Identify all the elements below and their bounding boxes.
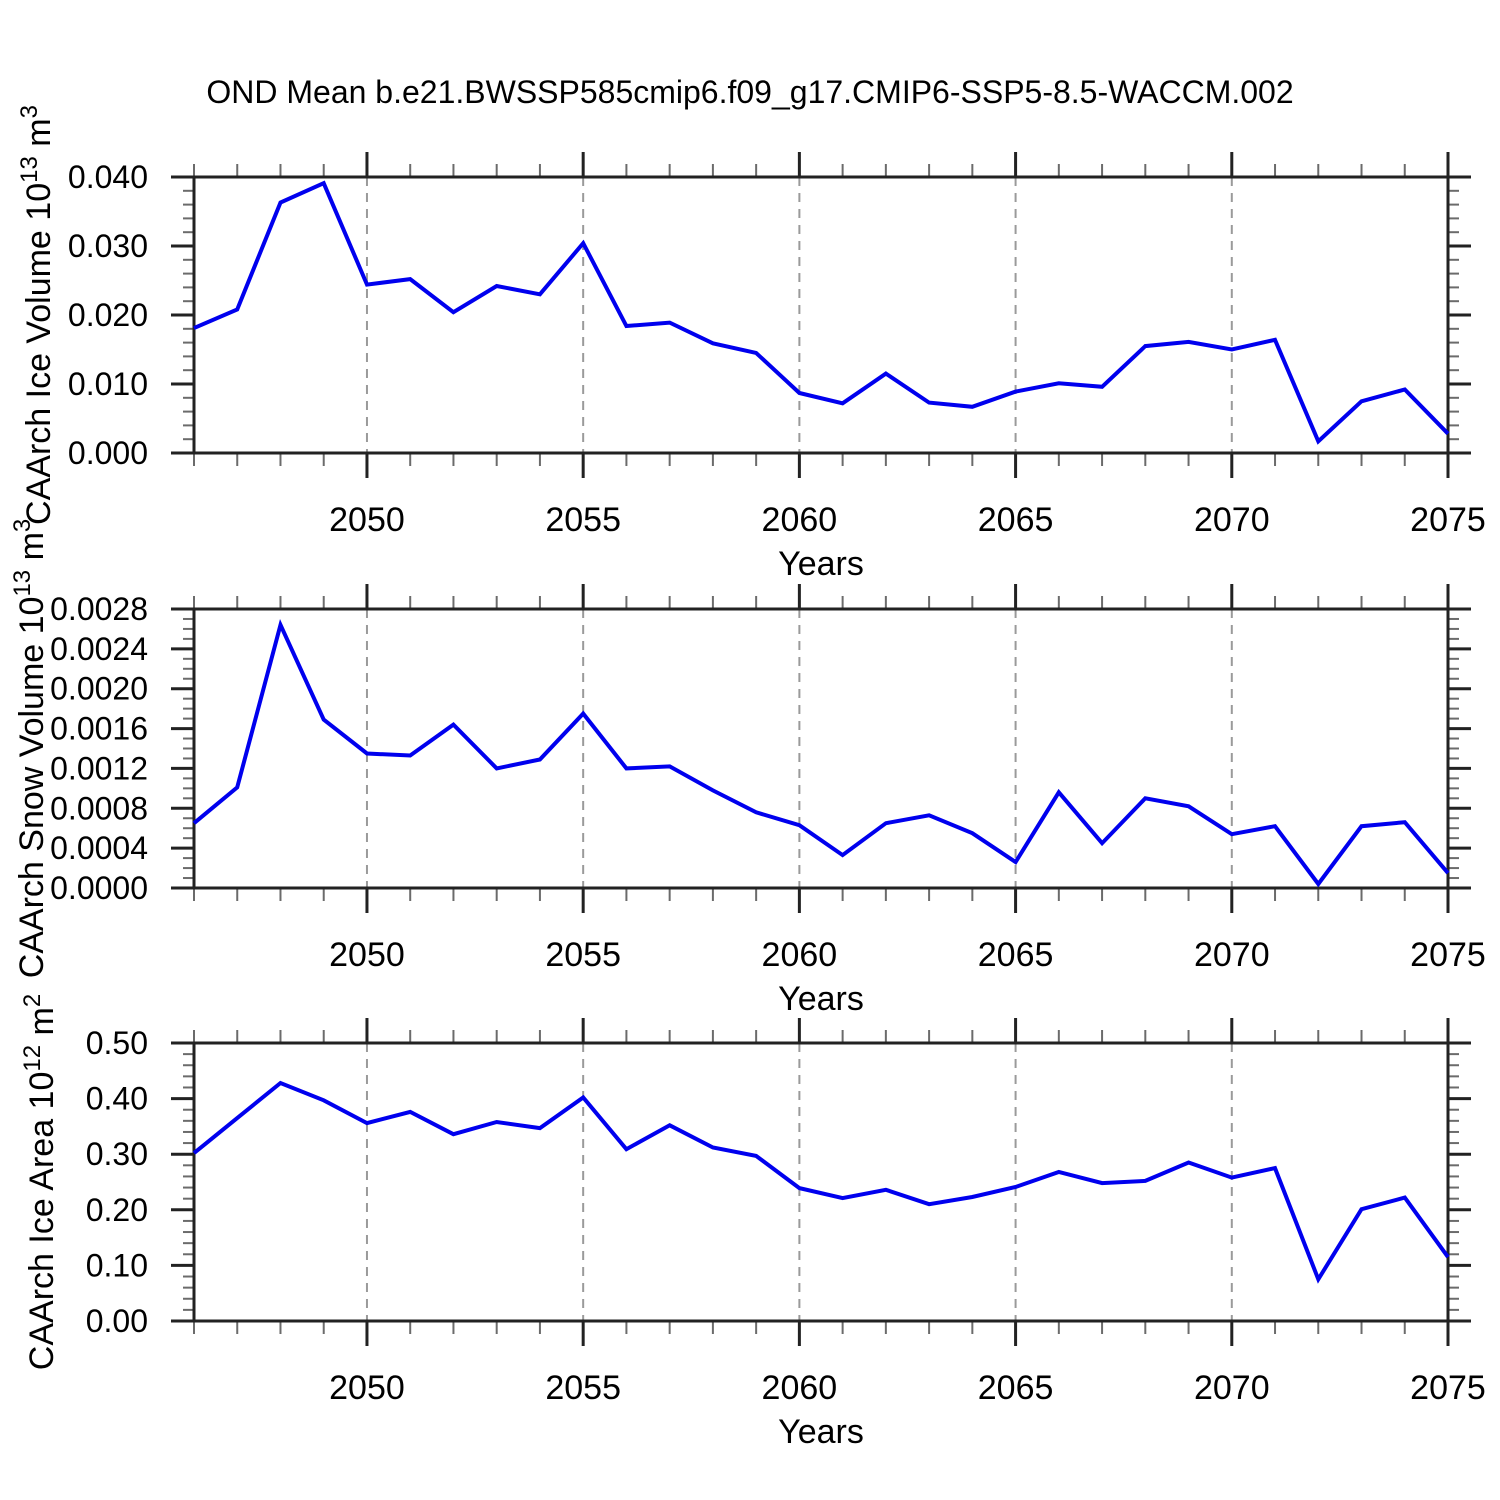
y-tick-label: 0.0028 xyxy=(50,591,148,627)
y-tick-label: 0.20 xyxy=(86,1192,148,1228)
x-tick-label: 2055 xyxy=(545,501,621,539)
plot-frame xyxy=(192,1041,1450,1323)
y-tick-label: 0.0016 xyxy=(50,711,148,747)
y-tick-label: 0.0008 xyxy=(50,790,148,826)
y-tick-label: 0.10 xyxy=(86,1247,148,1283)
y-tick-label: 0.030 xyxy=(68,228,148,264)
y-tick-label: 0.040 xyxy=(68,159,148,195)
x-tick-label: 2075 xyxy=(1410,936,1486,974)
x-tick-label: 2070 xyxy=(1194,1369,1270,1407)
x-tick-label: 2075 xyxy=(1410,1369,1486,1407)
y-tick-label: 0.0012 xyxy=(50,750,148,786)
y-tick-label: 0.0004 xyxy=(50,830,148,866)
y-tick-label: 0.00 xyxy=(86,1303,148,1339)
x-tick-label: 2075 xyxy=(1410,501,1486,539)
y-tick-label: 0.010 xyxy=(68,366,148,402)
x-tick-label: 2060 xyxy=(762,1369,838,1407)
x-axis-title: Years xyxy=(778,980,864,1018)
chart-caarch-ice-area: 0.00 0.10 0.20 0.30 0.40 0.50 2050 2055 2060 2065… xyxy=(19,994,1486,1451)
y-axis-title: CAArch Ice Volume 1013 m3 xyxy=(16,105,58,525)
data-line-caarch-snow-volume xyxy=(192,618,1450,888)
x-tick-label: 2065 xyxy=(978,501,1054,539)
x-tick-label: 2065 xyxy=(978,1369,1054,1407)
y-tick-label: 0.0020 xyxy=(50,671,148,707)
x-axis-title: Years xyxy=(778,1413,864,1451)
figure-title: OND Mean b.e21.BWSSP585cmip6.f09_g17.CMI… xyxy=(206,74,1294,110)
plot-frame xyxy=(192,607,1450,890)
x-tick-label: 2050 xyxy=(329,1369,405,1407)
x-tick-label: 2050 xyxy=(329,501,405,539)
x-tick-label: 2065 xyxy=(978,936,1054,974)
plot-frame xyxy=(192,175,1450,455)
x-tick-label: 2070 xyxy=(1194,936,1270,974)
data-line-caarch-ice-area xyxy=(192,1080,1450,1284)
x-tick-label: 2070 xyxy=(1194,501,1270,539)
y-tick-label: 0.0000 xyxy=(50,870,148,906)
x-tick-label: 2055 xyxy=(545,1369,621,1407)
x-tick-label: 2055 xyxy=(545,936,621,974)
x-axis-title: Years xyxy=(778,545,864,583)
chart-caarch-ice-volume: 0.000 0.010 0.020 0.030 0.040 2050 2055 2060 206… xyxy=(16,105,1486,583)
y-tick-label: 0.0024 xyxy=(50,631,148,667)
y-axis-title: CAArch Ice Area 1012 m2 xyxy=(19,994,61,1370)
y-tick-label: 0.020 xyxy=(68,297,148,333)
y-axis-title: CAArch Snow Volume 1013 m3 xyxy=(9,519,51,979)
data-line-caarch-ice-volume xyxy=(193,180,1450,445)
y-tick-label: 0.000 xyxy=(68,435,148,471)
y-tick-label: 0.40 xyxy=(86,1081,148,1117)
x-tick-label: 2060 xyxy=(762,936,838,974)
x-tick-label: 2060 xyxy=(762,501,838,539)
y-tick-label: 0.50 xyxy=(86,1025,148,1061)
x-tick-label: 2050 xyxy=(329,936,405,974)
y-tick-label: 0.30 xyxy=(86,1136,148,1172)
